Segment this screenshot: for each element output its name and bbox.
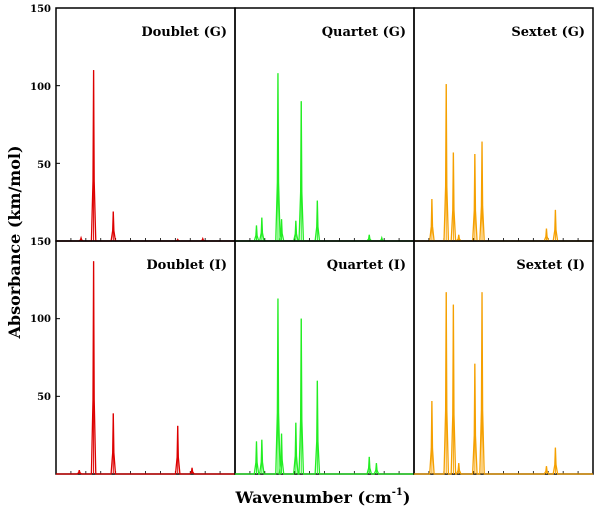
panel-sextet-i: Sextet (I) — [413, 240, 594, 475]
panel-frame — [413, 240, 594, 475]
x-axis-title: Wavenumber (cm-1) — [235, 487, 411, 507]
panel-title-quartet-g: Quartet (G) — [322, 25, 406, 40]
spectrum-line-doublet-i — [56, 261, 235, 475]
spectrum-line-doublet-g — [56, 70, 235, 242]
x-axis-title-close: ) — [403, 488, 411, 507]
panel-title-sextet-i: Sextet (I) — [516, 258, 585, 273]
panel-sextet-g: Sextet (G) — [413, 7, 594, 242]
y-tick-labels: 150 100 50 150 100 50 — [30, 4, 51, 403]
panel-frame — [234, 7, 415, 242]
panel-frame — [413, 7, 594, 242]
y-axis-title: Absorbance (km/mol) — [5, 145, 24, 339]
panel-doublet-i: Doublet (I) — [55, 240, 236, 475]
panel-title-quartet-i: Quartet (I) — [327, 258, 406, 273]
panel-title-sextet-g: Sextet (G) — [511, 25, 585, 40]
panel-title-doublet-i: Doublet (I) — [146, 258, 227, 273]
panel-frame — [55, 240, 236, 475]
y-tick-label-middle: 150 — [30, 237, 51, 248]
y-tick-label-top: 150 — [30, 4, 51, 15]
y-tick-label-upper-50: 50 — [37, 160, 51, 171]
panel-frame — [55, 7, 236, 242]
panel-title-doublet-g: Doublet (G) — [141, 25, 227, 40]
panel-quartet-g: Quartet (G) — [234, 7, 415, 242]
panel-doublet-g: Doublet (G) — [55, 7, 236, 242]
spectrum-line-sextet-g — [414, 84, 593, 242]
panel-quartet-i: Quartet (I) — [234, 240, 415, 475]
panels-layer: Doublet (G) Quartet (G) Sextet (G) Doublet … — [55, 7, 594, 475]
y-tick-label-upper-100: 100 — [30, 82, 51, 93]
y-tick-label-lower-100: 100 — [30, 314, 51, 325]
x-axis-title-main: Wavenumber (cm — [235, 488, 392, 507]
spectrum-line-quartet-g — [235, 73, 414, 242]
x-axis-title-superscript: -1 — [392, 487, 403, 498]
panel-frame — [234, 240, 415, 475]
spectrum-line-sextet-i — [414, 292, 593, 475]
y-tick-label-lower-50: 50 — [37, 392, 51, 403]
